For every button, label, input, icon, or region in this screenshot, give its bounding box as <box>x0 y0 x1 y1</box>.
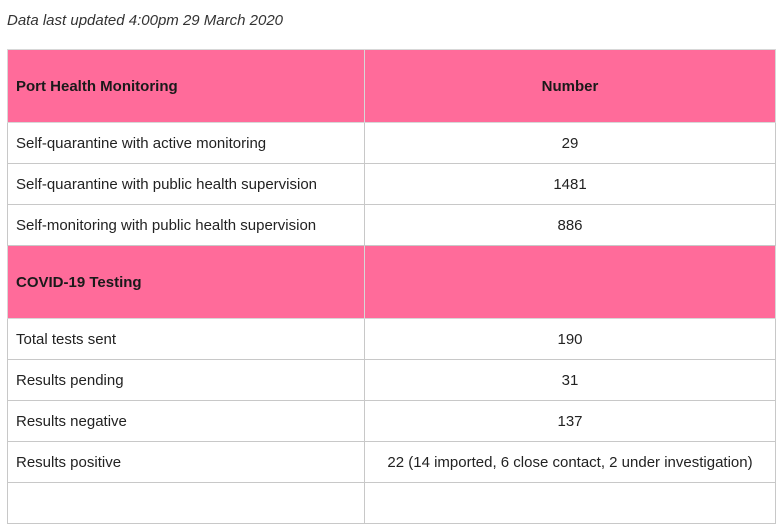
row-value: 31 <box>364 359 776 401</box>
row-label: Self-quarantine with active monitoring <box>7 122 365 164</box>
row-label: Results negative <box>7 400 365 442</box>
row-value: 886 <box>364 204 776 246</box>
row-label: Self-monitoring with public health super… <box>7 204 365 246</box>
number-column-header: Number <box>364 49 776 123</box>
row-value: 1481 <box>364 163 776 205</box>
table-row: Self-monitoring with public health super… <box>7 204 776 246</box>
section-header-covid-testing: COVID-19 Testing <box>7 245 776 319</box>
row-label: Results positive <box>7 441 365 483</box>
table-row: Self-quarantine with public health super… <box>7 163 776 205</box>
table-row: Self-quarantine with active monitoring 2… <box>7 122 776 164</box>
table-row: Total tests sent 190 <box>7 318 776 360</box>
table-row: Results negative 137 <box>7 400 776 442</box>
table-row: Results positive 22 (14 imported, 6 clos… <box>7 441 776 483</box>
table-row: Results pending 31 <box>7 359 776 401</box>
row-value: 29 <box>364 122 776 164</box>
row-value <box>364 482 776 524</box>
section-title: Port Health Monitoring <box>7 49 365 123</box>
row-label <box>7 482 365 524</box>
section-header-port-health: Port Health Monitoring Number <box>7 49 776 123</box>
table-row-partial <box>7 482 776 524</box>
row-value: 22 (14 imported, 6 close contact, 2 unde… <box>364 441 776 483</box>
row-label: Self-quarantine with public health super… <box>7 163 365 205</box>
last-updated-note: Data last updated 4:00pm 29 March 2020 <box>7 12 284 29</box>
section-title: COVID-19 Testing <box>7 245 365 319</box>
row-value: 137 <box>364 400 776 442</box>
row-label: Total tests sent <box>7 318 365 360</box>
row-label: Results pending <box>7 359 365 401</box>
row-value: 190 <box>364 318 776 360</box>
number-column-header <box>364 245 776 319</box>
health-data-table: Port Health Monitoring Number Self-quara… <box>7 49 776 524</box>
